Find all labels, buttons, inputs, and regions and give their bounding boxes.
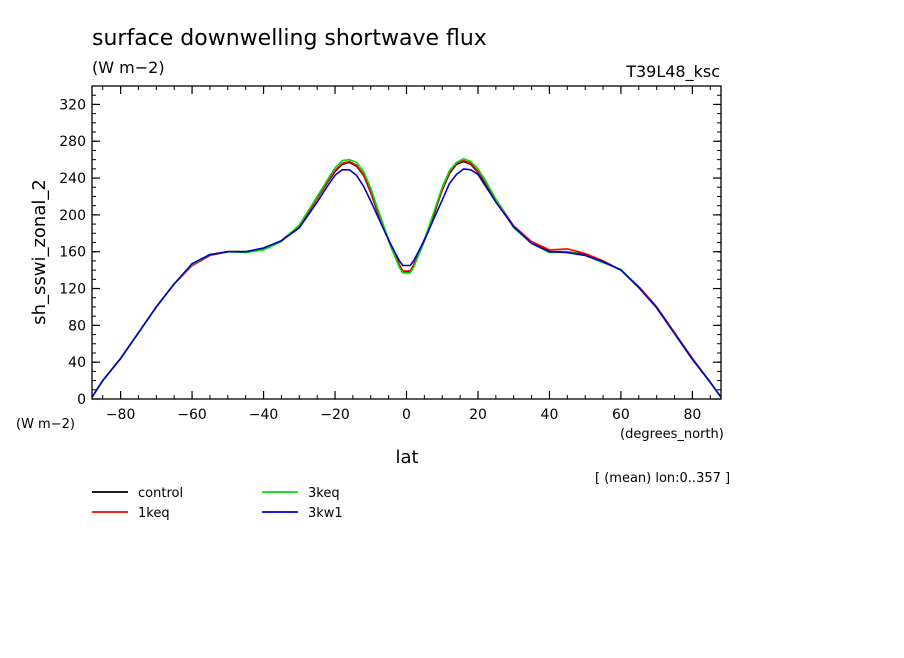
run-tag: T39L48_ksc: [625, 62, 720, 82]
legend: control 1keq 3keq 3kw1: [92, 486, 343, 521]
y-tick-label: 120: [59, 282, 86, 298]
x-axis-units: (degrees_north): [620, 427, 724, 442]
x-tick-label: −60: [177, 407, 207, 423]
plot-frame: [91, 85, 722, 400]
y-axis-label: sh_sswi_zonal_2: [29, 179, 50, 325]
y-tick-label: 40: [68, 355, 86, 371]
x-tick-label: 80: [683, 407, 701, 423]
axis-ticks: −80 −60 −40 −20 0 20 40 60 80 0 40 80 120 160 200 240 28…: [59, 86, 721, 423]
units-label-top: (W m−2): [92, 58, 165, 77]
x-tick-label: −80: [106, 407, 136, 423]
legend-label-3keq: 3keq: [308, 486, 340, 501]
x-axis-label: lat: [395, 447, 418, 468]
y-tick-label: 200: [59, 208, 86, 224]
x-tick-label: 20: [469, 407, 487, 423]
series-lines: [91, 157, 722, 398]
series-line-3keq: [91, 157, 722, 398]
x-tick-label: 0: [402, 407, 411, 423]
footnote: [ (mean) lon:0..357 ]: [595, 471, 730, 486]
y-tick-label: 280: [59, 134, 86, 150]
x-tick-label: −20: [320, 407, 350, 423]
y-tick-label: 240: [59, 171, 86, 187]
series-line-control: [91, 160, 722, 398]
chart-title: surface downwelling shortwave flux: [92, 26, 487, 51]
series-line-1keq: [91, 159, 722, 398]
x-tick-label: 60: [612, 407, 630, 423]
legend-label-control: control: [138, 486, 183, 501]
x-tick-label: 40: [541, 407, 559, 423]
y-tick-label: 0: [77, 392, 86, 408]
y-tick-label: 320: [59, 97, 86, 113]
series-line-3kw1: [91, 168, 722, 398]
y-tick-label: 160: [59, 245, 86, 261]
legend-label-1keq: 1keq: [138, 506, 170, 521]
y-tick-label: 80: [68, 318, 86, 334]
legend-label-3kw1: 3kw1: [308, 506, 343, 521]
x-tick-label: −40: [249, 407, 279, 423]
y-axis-units: (W m−2): [16, 417, 75, 432]
